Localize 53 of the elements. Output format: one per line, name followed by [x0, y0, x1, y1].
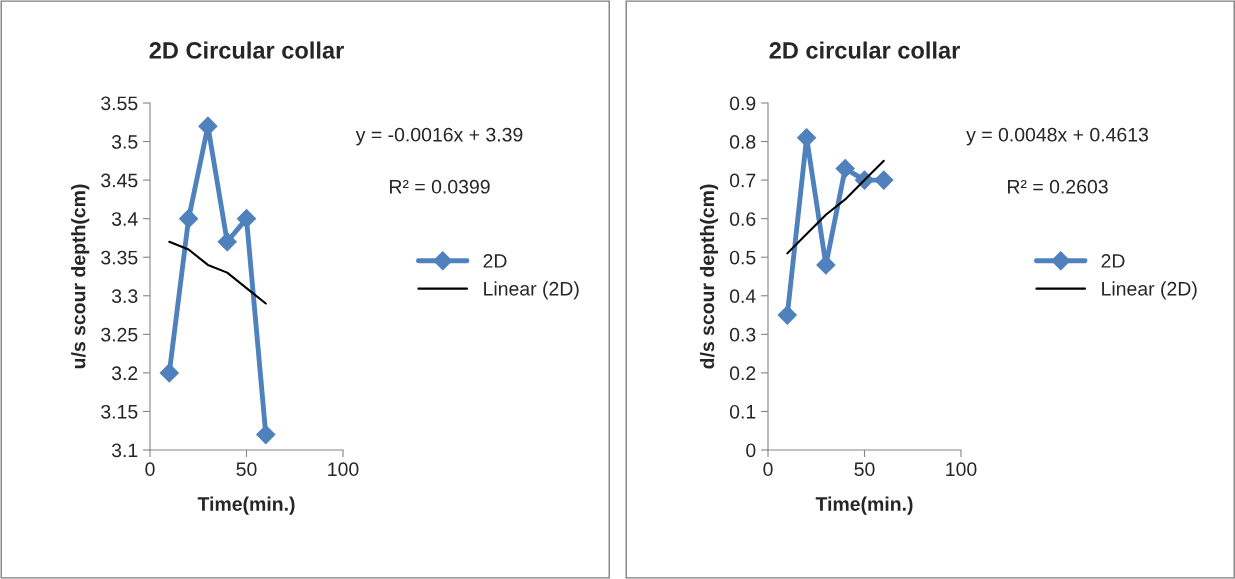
point	[777, 305, 797, 325]
legend-label: Linear (2D)	[484, 281, 579, 300]
point	[198, 116, 218, 136]
point	[874, 170, 894, 190]
y-tick-label: 3.55	[101, 96, 138, 111]
x-tick-label: 50	[236, 462, 257, 477]
point	[236, 209, 257, 229]
y-tick-label: 3.3	[111, 289, 138, 304]
text: R² = 0.2603	[1008, 179, 1108, 194]
point	[179, 209, 199, 229]
y-tick-label: 3.35	[101, 250, 138, 265]
text: y = 0.0048x + 0.4613	[966, 127, 1149, 146]
y-tick-label: 3.25	[101, 327, 138, 342]
text: R² = 0.0399	[390, 179, 490, 194]
point	[159, 363, 179, 383]
x-tick-label: 0	[145, 462, 155, 477]
y-tick-label: 0	[746, 443, 756, 458]
y-tick-label: 0.3	[729, 327, 756, 342]
y-tick-label: 0.5	[729, 250, 756, 265]
x-tick-label: 100	[328, 462, 359, 477]
y-tick-label: 0.6	[729, 212, 756, 226]
point	[256, 425, 276, 445]
y-tick-label: 0.9	[729, 96, 756, 111]
point	[835, 159, 855, 179]
y-tick-label: 3.1	[111, 443, 138, 458]
x-axis-title: Time(min.)	[815, 496, 913, 515]
point	[217, 232, 237, 252]
y-tick-label: 0.2	[729, 366, 756, 381]
line-series	[786, 159, 885, 255]
y-tick-label: 0.1	[729, 404, 756, 419]
y-tick-label: 0.8	[729, 135, 756, 149]
y-axis-title: u/s scour depth(cm)	[71, 184, 90, 369]
point	[816, 255, 836, 275]
y-tick-label: 0.4	[729, 289, 756, 304]
legend-label: Linear (2D)	[1102, 281, 1197, 300]
y-tick-label: 3.5	[111, 135, 138, 149]
y-axis-title: d/s scour depth(cm)	[699, 184, 719, 369]
chart-title: 2D circular collar	[769, 41, 960, 59]
y-tick-label: 3.2	[111, 366, 138, 381]
line-series	[168, 240, 267, 305]
point	[797, 128, 817, 148]
y-tick-label: 0.7	[729, 173, 756, 188]
legend-label: 2D	[483, 254, 507, 268]
y-tick-label: 3.4	[111, 212, 138, 226]
legend-label: 2D	[1101, 254, 1125, 268]
x-tick-label: 50	[854, 462, 875, 477]
y-tick-label: 3.45	[101, 173, 138, 188]
text: y = -0.0016x + 3.39	[355, 127, 523, 146]
x-axis-title: Time(min.)	[197, 496, 295, 515]
x-tick-label: 0	[763, 462, 773, 477]
y-tick-label: 3.15	[101, 404, 138, 419]
x-tick-label: 100	[946, 462, 977, 477]
chart-title: 2D Circular collar	[149, 41, 344, 59]
